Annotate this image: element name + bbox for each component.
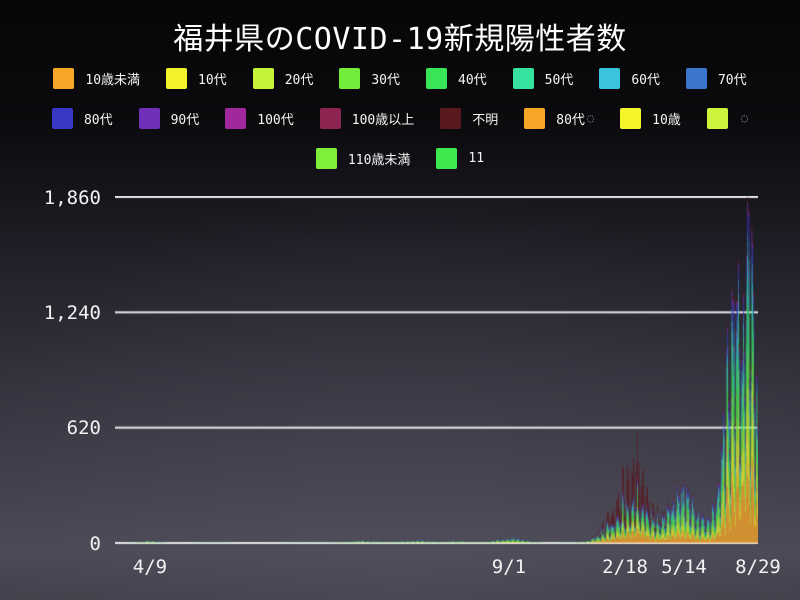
legend-item: 80代 ◌ [524, 107, 595, 129]
legend-missing-glyph-icon: ◌ [586, 111, 595, 125]
legend-item: 100代 [225, 107, 294, 129]
y-axis-tick-label: 620 [66, 417, 101, 440]
legend-label: 40代 [458, 72, 487, 88]
legend-item: 20代 [252, 67, 314, 89]
legend-label: 90代 [170, 112, 200, 128]
legend-label: 10歳未満 [85, 72, 141, 88]
legend-label: 70代 [717, 72, 747, 88]
legend-item: 80代 [51, 107, 113, 129]
legend-item: 90代 [138, 107, 200, 129]
legend-item: 50代 [512, 67, 574, 89]
x-axis-tick-label: 4/9 [132, 556, 168, 578]
legend-item: 10歳 [620, 107, 681, 129]
legend-swatch-icon [138, 107, 160, 129]
legend-swatch-icon [319, 107, 341, 129]
chart-title: 福井県のCOVID-19新規陽性者数 [173, 22, 627, 57]
x-axis-tick-label: 8/29 [735, 556, 781, 578]
y-axis-tick-label: 0 [89, 532, 101, 555]
legend-item: 40代 [426, 67, 487, 89]
legend-row: 10歳未満 10代 20代 30代 40代 50代 60代 70代 [0, 66, 800, 90]
legend-label: 10歳 [652, 112, 681, 128]
legend-swatch-icon [166, 67, 188, 89]
legend-label: 20代 [284, 72, 314, 88]
legend-swatch-icon [512, 67, 534, 89]
legend-swatch-icon [53, 67, 75, 89]
legend-label: 10代 [198, 72, 227, 88]
legend-label: 80代 [83, 112, 113, 128]
legend-label: 30代 [371, 72, 400, 88]
legend-label: 100代 [257, 112, 294, 128]
legend-swatch-icon [225, 107, 247, 129]
legend-item: 30代 [339, 67, 400, 89]
legend-item: 110歳未満 [315, 147, 411, 169]
legend-missing-glyph-icon: ◌ [740, 111, 749, 125]
legend-swatch-icon [51, 107, 73, 129]
legend-swatch-icon [252, 67, 274, 89]
legend-swatch-icon [620, 107, 642, 129]
legend-item: 10代 [166, 67, 227, 89]
legend-swatch-icon [440, 107, 462, 129]
x-axis-tick-label: 2/18 [602, 556, 648, 578]
legend-swatch-icon [339, 67, 361, 89]
legend-swatch-icon [315, 147, 337, 169]
legend-label: 60代 [631, 72, 660, 88]
chart-canvas [115, 196, 758, 545]
legend-label: 110歳未満 [347, 152, 411, 168]
legend-swatch-icon [685, 67, 707, 89]
legend-item: 100歳以上 [319, 107, 415, 129]
legend-label: 11 [468, 150, 485, 166]
x-axis-tick-label: 5/14 [661, 556, 707, 578]
legend-row: 80代 90代 100代 100歳以上 不明 80代 ◌ 10歳 ◌ [0, 106, 800, 130]
legend-swatch-icon [436, 147, 458, 169]
legend-item: 11 [436, 147, 485, 169]
x-axis-tick-label: 9/1 [491, 556, 527, 578]
legend-swatch-icon [706, 107, 728, 129]
legend-label: 100歳以上 [351, 112, 415, 128]
legend-item: 70代 [685, 67, 747, 89]
y-axis-tick-label: 1,860 [43, 186, 101, 209]
y-axis-tick-label: 1,240 [43, 301, 101, 324]
legend-label: 不明 [472, 112, 499, 128]
legend-label: 50代 [544, 72, 574, 88]
legend-item: ◌ [706, 107, 749, 129]
legend-row: 110歳未満 11 [0, 146, 800, 170]
legend-label: 80代 [556, 112, 585, 128]
legend-swatch-icon [599, 67, 621, 89]
legend-item: 60代 [599, 67, 660, 89]
legend-item: 不明 [440, 107, 499, 129]
legend-swatch-icon [524, 107, 546, 129]
legend-item: 10歳未満 [53, 67, 141, 89]
legend-swatch-icon [426, 67, 447, 89]
